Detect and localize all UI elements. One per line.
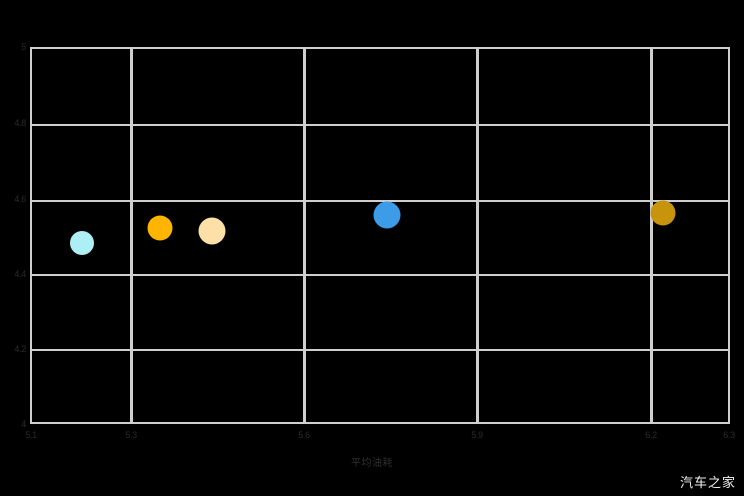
y-axis-tick-label: 5 bbox=[21, 42, 26, 52]
x-axis-tick-label: 5.3 bbox=[125, 430, 137, 440]
gridline-vertical bbox=[650, 47, 653, 424]
x-axis-tick-label: 6.2 bbox=[645, 430, 657, 440]
gridline-vertical bbox=[728, 47, 730, 424]
data-point[interactable] bbox=[147, 215, 173, 241]
gridline-horizontal bbox=[30, 274, 730, 276]
x-axis-title: 平均油耗 bbox=[351, 458, 393, 469]
gridline-horizontal bbox=[30, 124, 730, 126]
y-axis-tick-label: 4.6 bbox=[14, 194, 26, 204]
y-axis-tick-label: 4 bbox=[21, 419, 26, 429]
y-axis-tick-label: 4.4 bbox=[14, 269, 26, 279]
gridline-horizontal bbox=[30, 47, 730, 49]
gridline-horizontal bbox=[30, 422, 730, 424]
x-axis-tick-label: 5.6 bbox=[298, 430, 310, 440]
y-axis-tick-label: 4.8 bbox=[14, 118, 26, 128]
watermark: 汽车之家 bbox=[679, 476, 736, 491]
gridline-horizontal bbox=[30, 200, 730, 202]
x-axis-tick-label: 5.9 bbox=[471, 430, 483, 440]
gridline-vertical bbox=[476, 47, 479, 424]
gridline-vertical bbox=[303, 47, 306, 424]
data-point[interactable] bbox=[373, 201, 401, 229]
x-axis-tick-label: 5.1 bbox=[25, 430, 37, 440]
gridline-horizontal bbox=[30, 349, 730, 351]
data-point[interactable] bbox=[198, 217, 226, 245]
gridline-vertical bbox=[30, 47, 32, 424]
x-axis-tick-label: 6.3 bbox=[723, 430, 735, 440]
y-axis-tick-label: 4.2 bbox=[14, 344, 26, 354]
gridline-vertical bbox=[130, 47, 133, 424]
data-point[interactable] bbox=[70, 231, 94, 255]
plot-area bbox=[30, 47, 730, 424]
data-point[interactable] bbox=[650, 200, 676, 226]
